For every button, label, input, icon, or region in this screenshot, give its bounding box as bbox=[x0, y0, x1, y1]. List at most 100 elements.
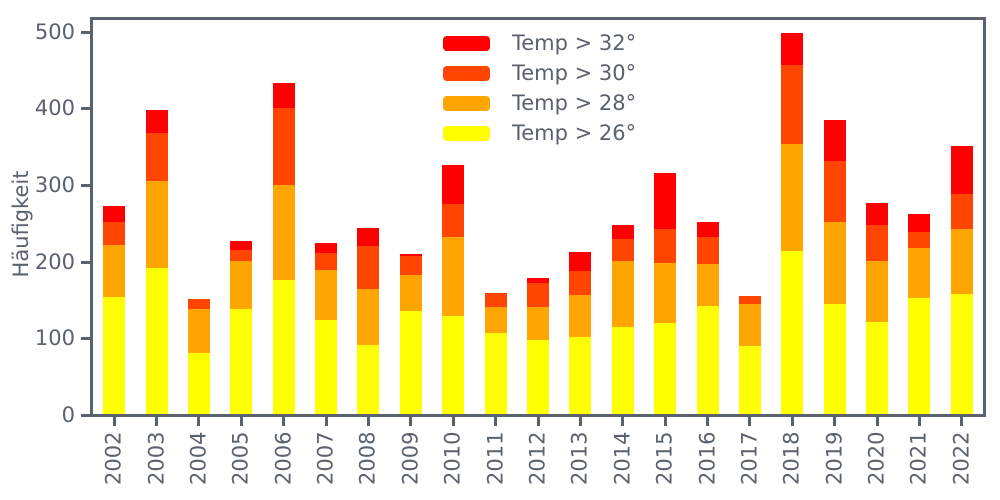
bar-2011-segment-30deg bbox=[484, 292, 507, 308]
legend-label: Temp > 32° bbox=[512, 31, 637, 55]
legend-item-26deg: Temp > 26° bbox=[443, 123, 636, 144]
bar-2010-segment-30deg bbox=[442, 203, 465, 237]
bar-2016-segment-30deg bbox=[696, 236, 719, 265]
bar-2018 bbox=[781, 32, 804, 414]
x-tick-label-2008: 2008 bbox=[355, 431, 380, 485]
bar-2014-segment-28deg bbox=[611, 260, 634, 328]
bar-2007-segment-30deg bbox=[315, 252, 338, 270]
bar-2019-segment-30deg bbox=[823, 160, 846, 223]
bar-2007-segment-28deg bbox=[315, 269, 338, 321]
x-tick-label-2004: 2004 bbox=[186, 431, 211, 485]
bar-2008 bbox=[357, 227, 380, 414]
bar-2011-segment-26deg bbox=[484, 333, 507, 414]
x-tick-label-2005: 2005 bbox=[228, 431, 253, 485]
bar-2003-segment-30deg bbox=[145, 133, 168, 181]
bar-2015-segment-32deg bbox=[654, 173, 677, 230]
bar-2016-segment-32deg bbox=[696, 222, 719, 237]
bar-2004 bbox=[187, 298, 210, 414]
x-tick-mark-2015 bbox=[663, 417, 667, 426]
bar-2021 bbox=[908, 213, 931, 414]
y-tick-label-400: 400 bbox=[34, 96, 75, 121]
y-tick-mark-300 bbox=[81, 183, 90, 187]
x-tick-label-2010: 2010 bbox=[440, 431, 465, 485]
bar-2014 bbox=[611, 225, 634, 414]
bar-2020-segment-28deg bbox=[866, 261, 889, 322]
bar-2018-segment-28deg bbox=[781, 144, 804, 251]
bar-2003 bbox=[145, 109, 168, 414]
x-tick-label-2007: 2007 bbox=[313, 431, 338, 485]
x-tick-mark-2005 bbox=[239, 417, 243, 426]
bar-2003-segment-32deg bbox=[145, 109, 168, 134]
bar-2022-segment-30deg bbox=[950, 193, 973, 230]
x-tick-mark-2002 bbox=[112, 417, 116, 426]
bar-2010-segment-28deg bbox=[442, 236, 465, 316]
bar-2002 bbox=[103, 206, 126, 414]
x-tick-mark-2009 bbox=[409, 417, 413, 426]
bar-2003-segment-26deg bbox=[145, 268, 168, 414]
bar-2015 bbox=[654, 173, 677, 414]
x-tick-mark-2010 bbox=[451, 417, 455, 426]
bar-2013-segment-26deg bbox=[569, 336, 592, 414]
bar-2012-segment-32deg bbox=[527, 277, 549, 283]
bar-2013 bbox=[569, 252, 592, 414]
legend-swatch-icon bbox=[443, 36, 490, 51]
y-tick-mark-0 bbox=[81, 414, 90, 417]
bar-2008-segment-28deg bbox=[357, 289, 380, 345]
bar-2022 bbox=[950, 146, 973, 414]
legend-label: Temp > 28° bbox=[512, 91, 637, 115]
bar-2004-segment-30deg bbox=[187, 298, 210, 309]
bar-2017-segment-28deg bbox=[738, 304, 761, 346]
x-tick-label-2016: 2016 bbox=[695, 431, 720, 485]
bar-2017-segment-26deg bbox=[738, 345, 761, 414]
x-tick-label-2018: 2018 bbox=[779, 431, 804, 485]
x-tick-label-2003: 2003 bbox=[144, 431, 169, 485]
bar-2016 bbox=[696, 222, 719, 414]
y-tick-label-200: 200 bbox=[34, 249, 75, 274]
x-tick-label-2014: 2014 bbox=[610, 431, 635, 485]
bar-2019-segment-26deg bbox=[823, 304, 846, 414]
legend-item-28deg: Temp > 28° bbox=[443, 93, 636, 114]
bar-2006-segment-30deg bbox=[272, 108, 295, 185]
bar-2018-segment-26deg bbox=[781, 250, 804, 414]
bar-2011-segment-28deg bbox=[484, 307, 507, 334]
bar-2002-segment-26deg bbox=[103, 296, 126, 414]
bar-2012 bbox=[527, 277, 549, 414]
bar-2022-segment-32deg bbox=[950, 146, 973, 194]
x-tick-mark-2020 bbox=[875, 417, 879, 426]
x-tick-mark-2018 bbox=[790, 417, 794, 426]
x-tick-label-2019: 2019 bbox=[822, 431, 847, 485]
x-tick-label-2012: 2012 bbox=[525, 431, 550, 485]
bar-2005 bbox=[230, 240, 253, 414]
bar-2002-segment-30deg bbox=[103, 222, 126, 246]
bar-2015-segment-30deg bbox=[654, 229, 677, 263]
bar-2012-segment-30deg bbox=[527, 282, 549, 307]
bar-2019-segment-32deg bbox=[823, 120, 846, 161]
bar-2015-segment-26deg bbox=[654, 322, 677, 414]
legend-label: Temp > 26° bbox=[512, 121, 637, 145]
legend-swatch-icon bbox=[443, 126, 490, 141]
bar-2010 bbox=[442, 164, 465, 414]
bar-2014-segment-32deg bbox=[611, 225, 634, 240]
bar-2005-segment-30deg bbox=[230, 249, 253, 261]
bar-2002-segment-28deg bbox=[103, 245, 126, 297]
x-tick-mark-2012 bbox=[536, 417, 540, 426]
bar-2017 bbox=[738, 295, 761, 414]
y-tick-mark-200 bbox=[81, 260, 90, 264]
bar-2008-segment-32deg bbox=[357, 227, 380, 247]
bar-2006 bbox=[272, 82, 295, 414]
bar-2005-segment-32deg bbox=[230, 240, 253, 250]
x-tick-mark-2008 bbox=[366, 417, 370, 426]
bar-2003-segment-28deg bbox=[145, 180, 168, 269]
bar-2011 bbox=[484, 292, 507, 414]
bar-2019 bbox=[823, 120, 846, 414]
x-tick-mark-2004 bbox=[197, 417, 201, 426]
x-tick-mark-2019 bbox=[833, 417, 837, 426]
bar-2009-segment-26deg bbox=[399, 311, 422, 414]
bar-2006-segment-28deg bbox=[272, 184, 295, 280]
bar-2012-segment-26deg bbox=[527, 340, 549, 414]
x-tick-label-2020: 2020 bbox=[864, 431, 889, 485]
x-tick-label-2015: 2015 bbox=[652, 431, 677, 485]
bar-2009-segment-28deg bbox=[399, 275, 422, 312]
legend-swatch-icon bbox=[443, 96, 490, 111]
